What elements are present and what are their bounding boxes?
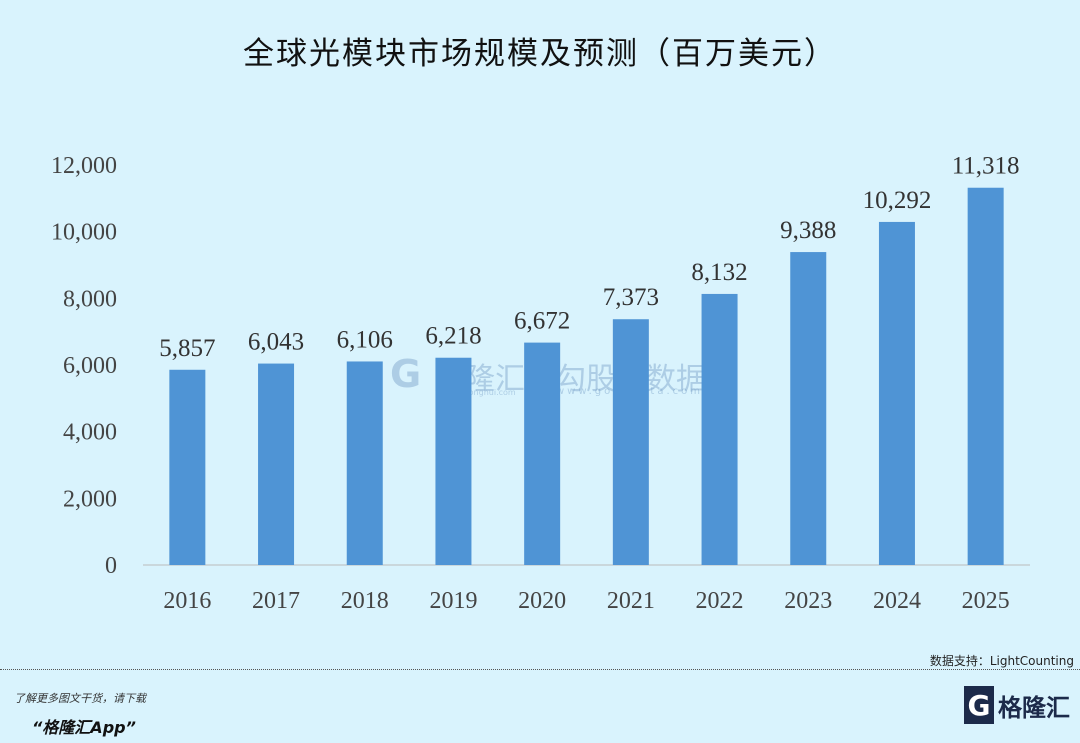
x-tick-label: 2021 — [607, 588, 655, 614]
bar — [169, 369, 206, 565]
data-source: 数据支持：LightCounting — [929, 654, 1074, 668]
promo-text: 了解更多图文干货，请下载 — [14, 692, 146, 705]
watermark-url: www.gelonghui.com — [435, 388, 516, 397]
x-tick-label: 2018 — [341, 588, 389, 614]
x-tick-label: 2019 — [429, 588, 477, 614]
bar — [967, 187, 1004, 565]
bar — [435, 357, 472, 565]
promo-app-name: “格隆汇App” — [32, 718, 136, 737]
x-tick-label: 2022 — [696, 588, 744, 614]
divider — [0, 669, 1080, 670]
bar — [258, 363, 295, 565]
data-label: 7,373 — [603, 284, 659, 311]
y-tick-label: 2,000 — [63, 486, 117, 512]
y-tick-label: 6,000 — [63, 353, 117, 379]
y-tick-label: 12,000 — [51, 153, 117, 179]
data-label: 6,043 — [248, 329, 304, 356]
y-tick-label: 4,000 — [63, 420, 117, 446]
data-label: 8,132 — [691, 259, 747, 286]
data-label: 11,318 — [952, 153, 1020, 180]
data-label: 10,292 — [863, 187, 932, 214]
data-label: 5,857 — [159, 335, 215, 362]
y-tick-label: 10,000 — [51, 220, 117, 246]
x-tick-label: 2024 — [873, 588, 921, 614]
y-tick-label: 8,000 — [63, 286, 117, 312]
data-label: 9,388 — [780, 217, 836, 244]
data-label: 6,672 — [514, 308, 570, 335]
x-tick-label: 2016 — [163, 588, 211, 614]
brand-logo: G 格隆汇 — [964, 686, 1070, 724]
bar — [701, 293, 738, 565]
bar — [346, 361, 383, 565]
x-tick-label: 2020 — [518, 588, 566, 614]
data-label: 6,106 — [337, 326, 393, 353]
brand-g-icon: G — [964, 686, 994, 724]
bar — [878, 221, 915, 565]
bar — [612, 319, 649, 565]
x-tick-label: 2023 — [784, 588, 832, 614]
x-tick-label: 2025 — [962, 588, 1010, 614]
x-tick-label: 2017 — [252, 588, 300, 614]
chart-title: 全球光模块市场规模及预测（百万美元） — [243, 36, 837, 72]
watermark-logo-icon: G — [390, 352, 422, 396]
bar — [790, 252, 827, 566]
bar — [524, 342, 561, 565]
brand-name: 格隆汇 — [998, 693, 1070, 722]
y-tick-label: 0 — [105, 553, 117, 579]
data-label: 6,218 — [425, 323, 481, 350]
